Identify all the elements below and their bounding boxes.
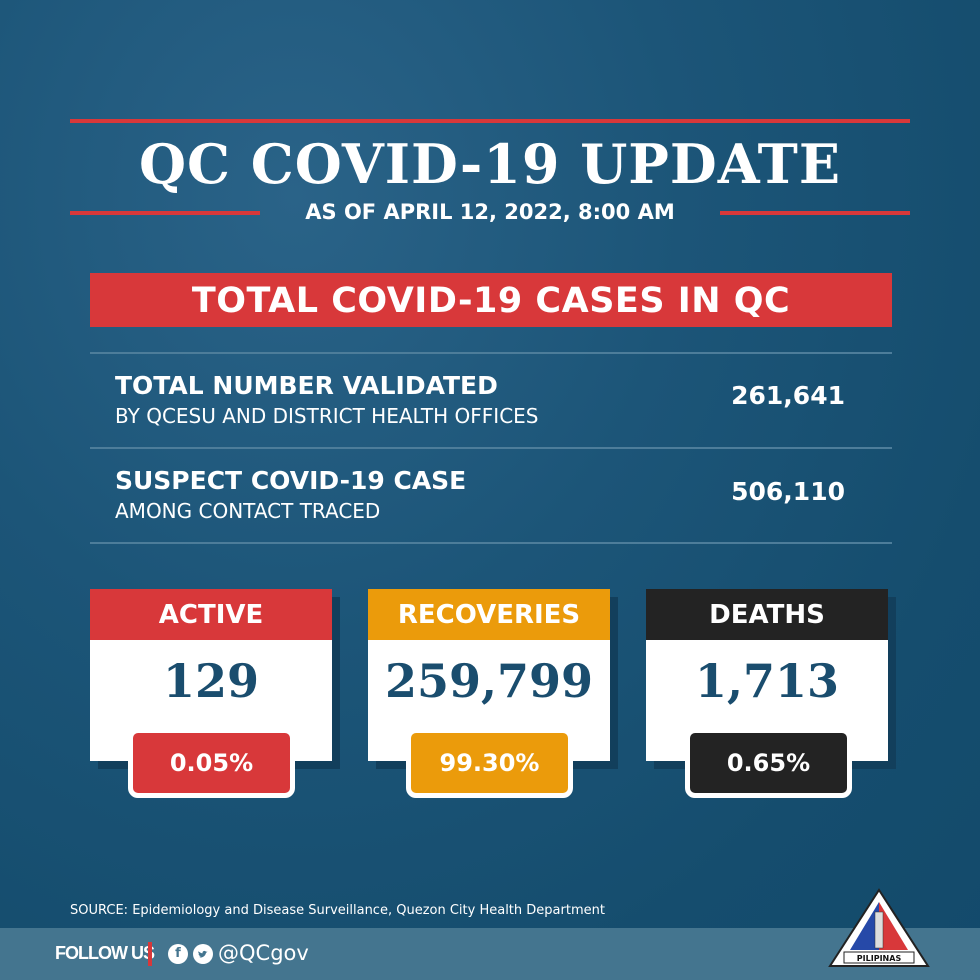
follow-us-label: FOLLOW US bbox=[55, 943, 155, 963]
quezon-city-seal-logo: PILIPINAS bbox=[828, 888, 930, 967]
left-red-line bbox=[70, 211, 260, 215]
card-label: RECOVERIES bbox=[368, 589, 610, 640]
separator bbox=[148, 942, 152, 966]
section-banner: TOTAL COVID-19 CASES IN QC bbox=[90, 273, 892, 327]
page-title: QC COVID-19 UPDATE bbox=[138, 132, 842, 196]
card-value: 259,799 bbox=[384, 654, 594, 708]
divider bbox=[90, 352, 892, 354]
card-percent: 99.30% bbox=[406, 728, 573, 798]
divider bbox=[90, 447, 892, 449]
source-text: SOURCE: Epidemiology and Disease Surveil… bbox=[70, 903, 605, 918]
page-subtitle: AS OF APRIL 12, 2022, 8:00 AM bbox=[305, 200, 675, 224]
right-red-line bbox=[720, 211, 910, 215]
social-handle[interactable]: @QCgov bbox=[218, 941, 309, 965]
card-percent: 0.05% bbox=[128, 728, 295, 798]
card-value: 129 bbox=[162, 654, 260, 708]
facebook-icon[interactable]: f bbox=[168, 944, 188, 964]
row-sublabel: AMONG CONTACT TRACED bbox=[115, 499, 381, 523]
card-value: 1,713 bbox=[694, 654, 840, 708]
row-value: 506,110 bbox=[731, 477, 845, 506]
twitter-icon[interactable] bbox=[193, 944, 213, 964]
row-sublabel: BY QCESU AND DISTRICT HEALTH OFFICES bbox=[115, 404, 539, 428]
divider bbox=[90, 542, 892, 544]
row-label: SUSPECT COVID-19 CASE bbox=[115, 466, 467, 495]
top-red-line bbox=[70, 119, 910, 123]
row-value: 261,641 bbox=[731, 381, 845, 410]
svg-text:PILIPINAS: PILIPINAS bbox=[857, 954, 902, 963]
row-label: TOTAL NUMBER VALIDATED bbox=[115, 371, 498, 400]
footer-bar bbox=[0, 928, 980, 980]
card-label: ACTIVE bbox=[90, 589, 332, 640]
card-percent: 0.65% bbox=[685, 728, 852, 798]
card-label: DEATHS bbox=[646, 589, 888, 640]
